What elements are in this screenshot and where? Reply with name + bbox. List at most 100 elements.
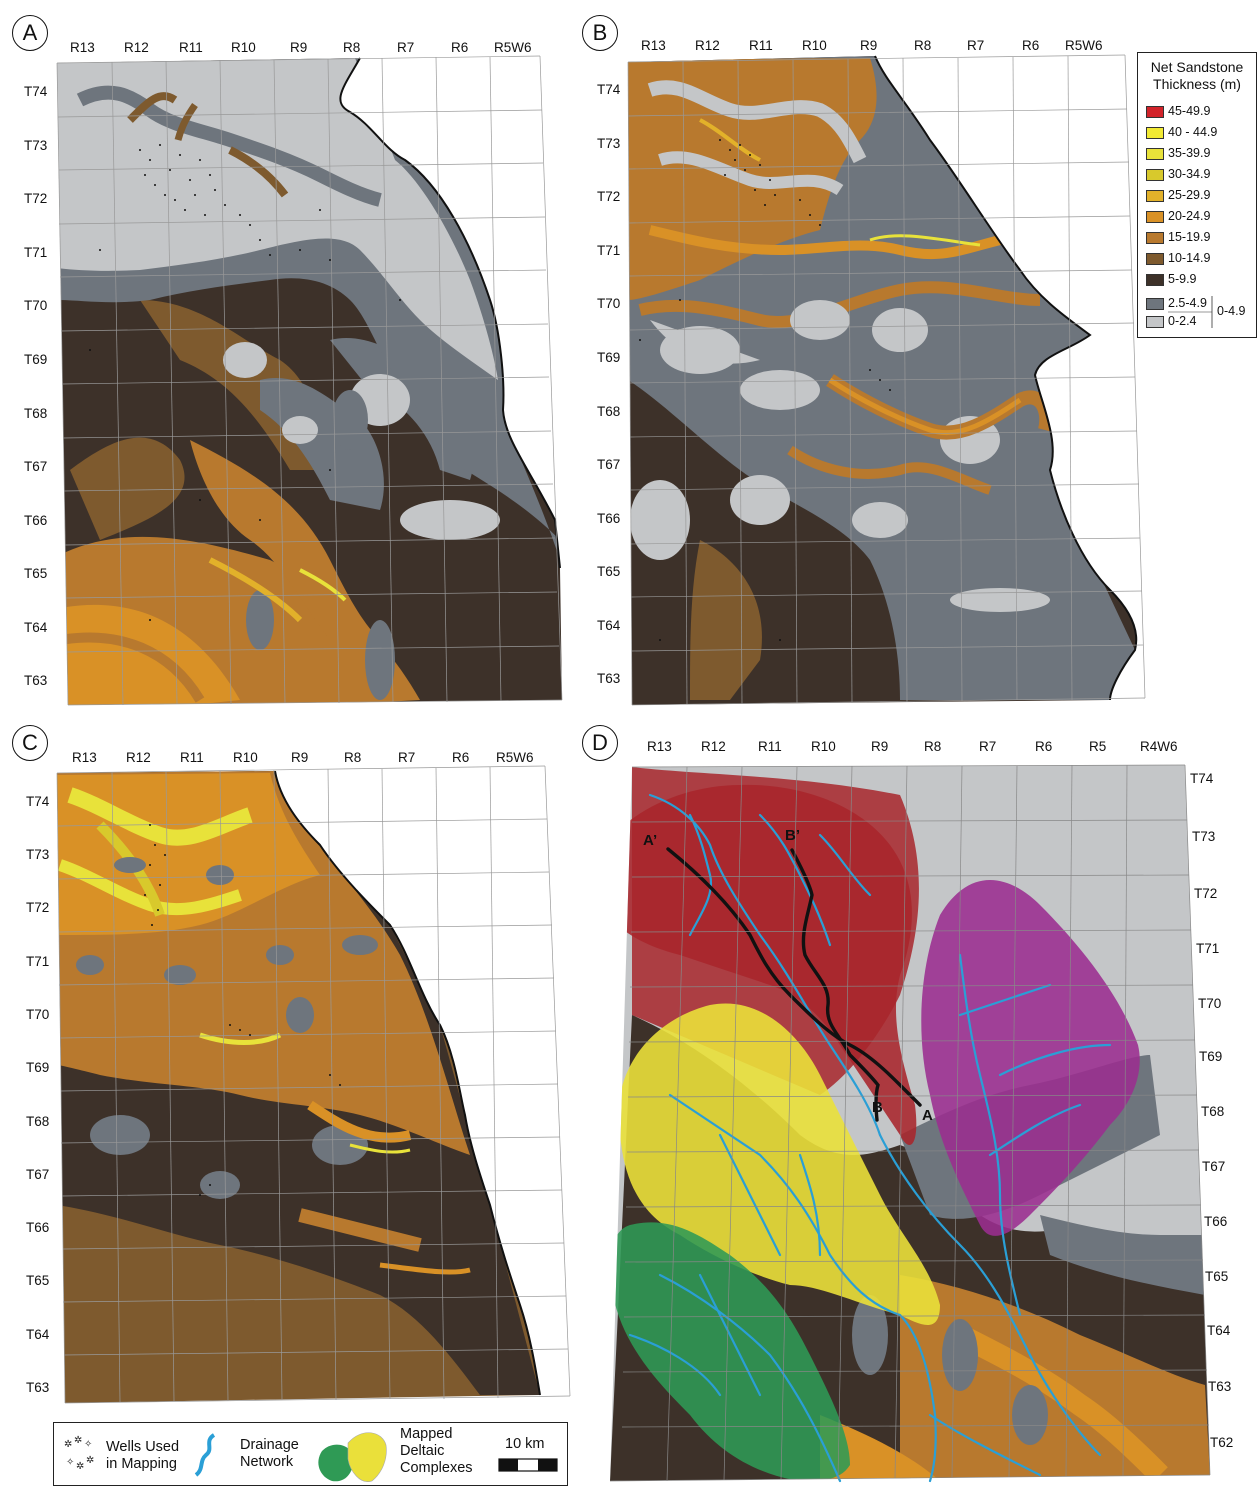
svg-text:✧: ✧ (66, 1457, 74, 1468)
township-label: T72 (597, 189, 621, 204)
range-label: R5W6 (1065, 38, 1103, 53)
township-label: T66 (26, 1220, 50, 1235)
wells-label: Wells Used in Mapping (106, 1439, 179, 1473)
range-label: R9 (291, 750, 309, 765)
map-d (609, 764, 1211, 1483)
panel-a: A (0, 0, 620, 715)
legend-label: 25-29.9 (1168, 188, 1211, 202)
township-label: T69 (26, 1060, 50, 1075)
svg-text:✲: ✲ (64, 1439, 72, 1450)
legend-swatch (1146, 190, 1164, 202)
township-label: T66 (597, 511, 621, 526)
legend-swatch (1146, 211, 1164, 223)
township-label: T73 (597, 136, 621, 151)
map-b (627, 54, 1146, 706)
range-label: R9 (860, 38, 878, 53)
legend-swatch (1146, 298, 1164, 310)
range-label: R4W6 (1140, 739, 1178, 754)
section-label-a-prime: A’ (643, 832, 658, 849)
range-label: R9 (871, 739, 889, 754)
map-a (56, 55, 563, 706)
range-label: R7 (967, 38, 985, 53)
range-label: R13 (70, 40, 95, 55)
township-label: T64 (597, 618, 621, 633)
range-label: R13 (647, 739, 672, 754)
township-label: T66 (1204, 1214, 1228, 1229)
legend-swatch (1146, 127, 1164, 139)
deltaic-label: Mapped Deltaic Complexes (400, 1426, 473, 1477)
range-label: R13 (72, 750, 97, 765)
range-label: R11 (749, 38, 773, 53)
green-complex-icon (318, 1444, 354, 1482)
legend-swatch (1146, 316, 1164, 328)
panel-d: D (0, 715, 1257, 1486)
township-label: T64 (1207, 1323, 1231, 1338)
range-label: R10 (233, 750, 258, 765)
svg-text:✲: ✲ (74, 1435, 82, 1446)
legend-swatch (1146, 148, 1164, 160)
township-label: T68 (597, 404, 621, 419)
range-label: R10 (231, 40, 256, 55)
wells-label-line2: in Mapping (106, 1456, 177, 1472)
range-label: R13 (641, 38, 666, 53)
township-label: T74 (26, 794, 50, 809)
range-label: R12 (124, 40, 149, 55)
township-label: T69 (597, 350, 621, 365)
legend-label: 45-49.9 (1168, 104, 1211, 118)
range-label: R10 (802, 38, 827, 53)
drainage-label: Drainage Network (240, 1437, 299, 1471)
range-label: R7 (397, 40, 415, 55)
section-label-b-prime: B’ (785, 827, 800, 844)
legend-swatch (1146, 274, 1164, 286)
deltaic-label-line2: Deltaic (400, 1443, 445, 1459)
legend-swatch (1146, 169, 1164, 181)
scale-bar-icon (498, 1458, 558, 1472)
legend-label: 0-2.4 (1168, 314, 1197, 328)
legend-label: 30-34.9 (1168, 167, 1211, 181)
township-label: T67 (26, 1167, 50, 1182)
range-label: R6 (452, 750, 470, 765)
township-label: T70 (26, 1007, 50, 1022)
legend-label: 35-39.9 (1168, 146, 1211, 160)
svg-text:✧: ✧ (84, 1439, 92, 1450)
township-label: T62 (1210, 1435, 1234, 1450)
township-label: T69 (24, 352, 48, 367)
township-label: T65 (597, 564, 621, 579)
township-label: T69 (1199, 1049, 1223, 1064)
deltaic-label-line3: Complexes (400, 1460, 473, 1476)
legend-title: Net Sandstone Thickness (m) (1138, 59, 1256, 93)
township-label: T68 (24, 406, 48, 421)
legend-swatch (1146, 232, 1164, 244)
range-label: R6 (1035, 739, 1053, 754)
section-label-a: A (922, 1107, 933, 1124)
thickness-legend: Net Sandstone Thickness (m) 45-49.9 40 -… (1137, 52, 1257, 338)
township-label: T63 (597, 671, 621, 686)
township-label: T74 (24, 84, 48, 99)
legend-label: 40 - 44.9 (1168, 125, 1218, 139)
panel-c: C (0, 715, 620, 1420)
township-label: T73 (1192, 829, 1216, 844)
range-label: R6 (1022, 38, 1040, 53)
symbol-legend-graphics: ✲ ✲ ✧✧ ✲✲ (64, 1432, 558, 1482)
panel-letter-b: B (582, 15, 618, 51)
range-label: R12 (701, 739, 726, 754)
legend-swatch (1146, 106, 1164, 118)
range-label: R7 (979, 739, 997, 754)
range-label: R8 (343, 40, 361, 55)
range-label: R10 (811, 739, 836, 754)
drainage-label-line1: Drainage (240, 1437, 299, 1453)
township-label: T73 (26, 847, 50, 862)
range-label: R9 (290, 40, 308, 55)
township-label: T70 (597, 296, 621, 311)
panel-letter-a: A (12, 15, 48, 51)
legend-label: 5-9.9 (1168, 272, 1197, 286)
township-label: T67 (1202, 1159, 1226, 1174)
svg-text:✲: ✲ (86, 1455, 94, 1466)
township-label: T67 (24, 459, 48, 474)
range-label: R12 (126, 750, 151, 765)
township-label: T63 (1208, 1379, 1232, 1394)
legend-label: 15-19.9 (1168, 230, 1211, 244)
township-label: T71 (24, 245, 48, 260)
legend-label: 20-24.9 (1168, 209, 1211, 223)
deltaic-label-line1: Mapped (400, 1426, 453, 1442)
